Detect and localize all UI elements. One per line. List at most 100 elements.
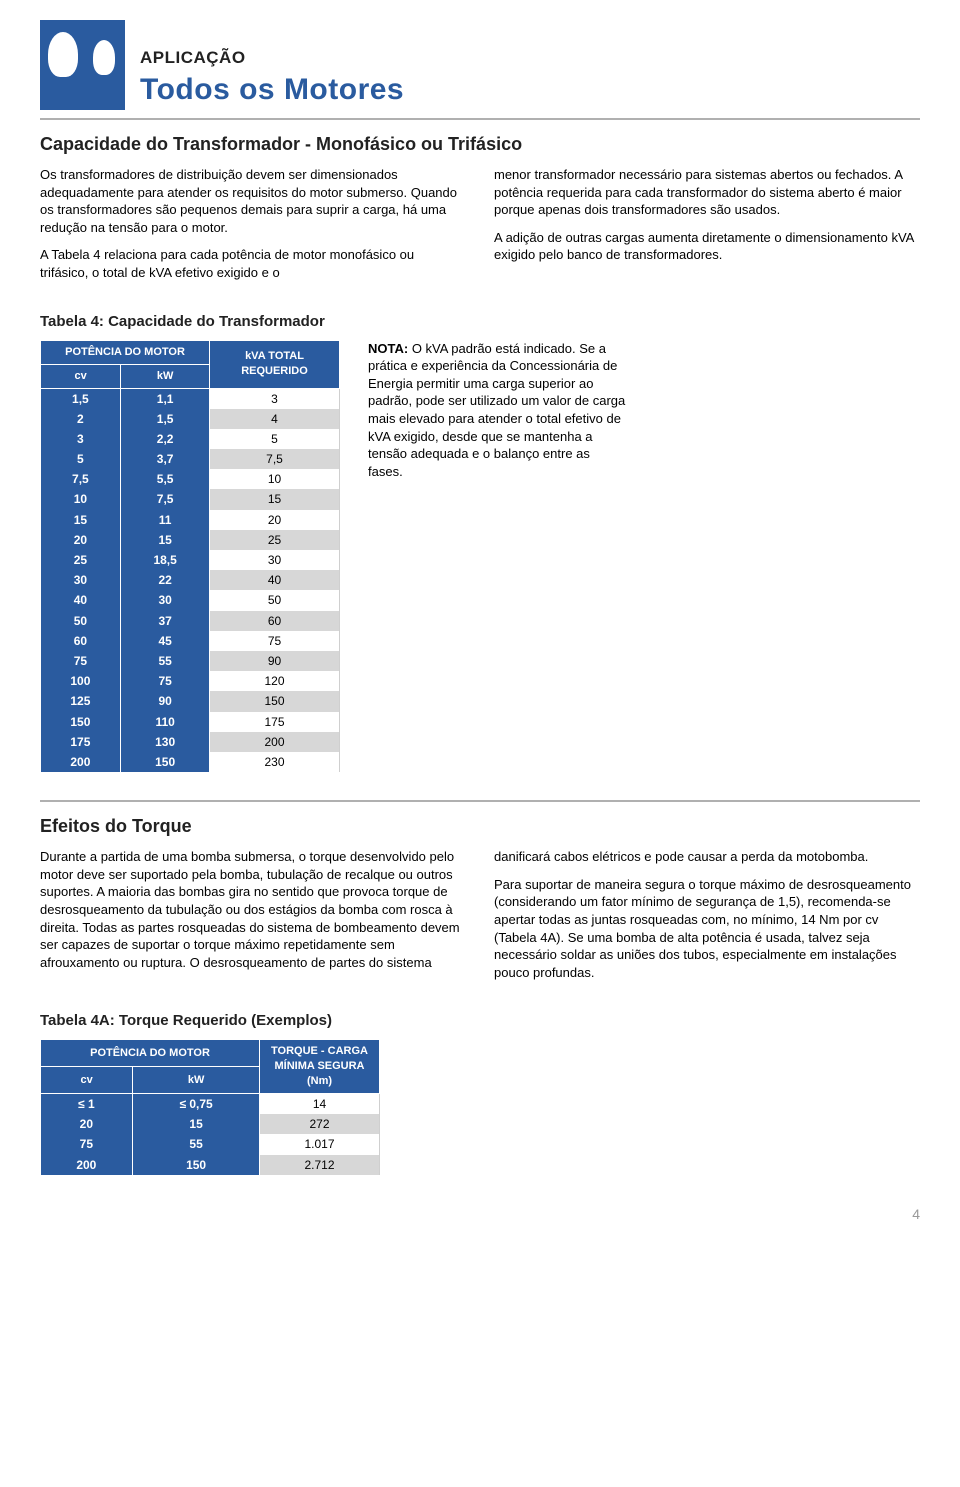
table4-kw: 55 <box>121 651 210 671</box>
table4-kw: 7,5 <box>121 489 210 509</box>
table4-cv: 1,5 <box>41 388 121 409</box>
table4-kva: 7,5 <box>210 449 340 469</box>
table4-kva: 200 <box>210 732 340 752</box>
table4a-cv: 75 <box>41 1134 133 1154</box>
table4-header-kva: kVA TOTAL REQUERIDO <box>210 340 340 388</box>
section2-left: Durante a partida de uma bomba submersa,… <box>40 848 466 991</box>
section2-left-p1: Durante a partida de uma bomba submersa,… <box>40 848 466 971</box>
table-row: 10075120 <box>41 671 340 691</box>
table-row: 12590150 <box>41 691 340 711</box>
table4-kva: 175 <box>210 712 340 732</box>
section2-right-p2: Para suportar de maneira segura o torque… <box>494 876 920 981</box>
table4-kw: 130 <box>121 732 210 752</box>
table4a-kw: 55 <box>133 1134 260 1154</box>
divider <box>40 118 920 120</box>
table4a-torque: 1.017 <box>260 1134 380 1154</box>
table-row: 2015272 <box>41 1114 380 1134</box>
table4a-kw: 15 <box>133 1114 260 1134</box>
table-row: 2518,530 <box>41 550 340 570</box>
table4a-torque: 14 <box>260 1093 380 1114</box>
table4-kw: 30 <box>121 590 210 610</box>
table4-kva: 3 <box>210 388 340 409</box>
table4-cv: 30 <box>41 570 121 590</box>
table4-kw: 37 <box>121 611 210 631</box>
table4-kva: 4 <box>210 409 340 429</box>
table-row: 107,515 <box>41 489 340 509</box>
table4-kw: 90 <box>121 691 210 711</box>
table4-cv: 25 <box>41 550 121 570</box>
table4-kva: 90 <box>210 651 340 671</box>
table4a-cv: 200 <box>41 1155 133 1175</box>
table4-kva: 40 <box>210 570 340 590</box>
table4-kva: 30 <box>210 550 340 570</box>
table-row: 1,51,13 <box>41 388 340 409</box>
table4-cv: 200 <box>41 752 121 772</box>
table-row: 604575 <box>41 631 340 651</box>
app-label: APLICAÇÃO <box>140 47 404 70</box>
logo-icon <box>40 20 125 110</box>
table4-kva: 20 <box>210 510 340 530</box>
table4a-cv: ≤ 1 <box>41 1093 133 1114</box>
table4-kva: 15 <box>210 489 340 509</box>
table4-cv: 2 <box>41 409 121 429</box>
table4-kw: 2,2 <box>121 429 210 449</box>
table-row: 75551.017 <box>41 1134 380 1154</box>
table4-kw: 150 <box>121 752 210 772</box>
table4a-col-kw: kW <box>133 1067 260 1094</box>
table4-kva: 50 <box>210 590 340 610</box>
table4: POTÊNCIA DO MOTOR kVA TOTAL REQUERIDO cv… <box>40 340 340 772</box>
table4a: POTÊNCIA DO MOTOR TORQUE - CARGA MÍNIMA … <box>40 1039 380 1174</box>
table4-cv: 3 <box>41 429 121 449</box>
table-row: 403050 <box>41 590 340 610</box>
table4a-header-torque: TORQUE - CARGA MÍNIMA SEGURA (Nm) <box>260 1040 380 1094</box>
table4-note-label: NOTA: <box>368 341 408 356</box>
table4-col-cv: cv <box>41 364 121 388</box>
table-row: 53,77,5 <box>41 449 340 469</box>
table-row: 32,25 <box>41 429 340 449</box>
table4-cv: 60 <box>41 631 121 651</box>
table4a-torque: 272 <box>260 1114 380 1134</box>
table4-cv: 20 <box>41 530 121 550</box>
table4-kw: 75 <box>121 671 210 691</box>
table4-kva: 10 <box>210 469 340 489</box>
section1-right-p1: menor transformador necessário para sist… <box>494 166 920 219</box>
table4-title: Tabela 4: Capacidade do Transformador <box>40 312 920 332</box>
section2-body: Durante a partida de uma bomba submersa,… <box>40 848 920 991</box>
section1-left: Os transformadores de distribuição devem… <box>40 166 466 291</box>
table4a-kw: 150 <box>133 1155 260 1175</box>
table4-kw: 5,5 <box>121 469 210 489</box>
table4-kva: 25 <box>210 530 340 550</box>
table4-cv: 5 <box>41 449 121 469</box>
table-row: 302240 <box>41 570 340 590</box>
page-number: 4 <box>40 1205 920 1224</box>
table4-kw: 11 <box>121 510 210 530</box>
table4-kw: 15 <box>121 530 210 550</box>
table4-note-text: O kVA padrão está indicado. Se a prática… <box>368 341 625 479</box>
section1-body: Os transformadores de distribuição devem… <box>40 166 920 291</box>
table4-row: POTÊNCIA DO MOTOR kVA TOTAL REQUERIDO cv… <box>40 340 920 772</box>
section2-title: Efeitos do Torque <box>40 814 920 838</box>
table-row: 755590 <box>41 651 340 671</box>
table4-cv: 175 <box>41 732 121 752</box>
header-text: APLICAÇÃO Todos os Motores <box>140 47 404 110</box>
table4-cv: 125 <box>41 691 121 711</box>
table4a-kw: ≤ 0,75 <box>133 1093 260 1114</box>
table4a-title: Tabela 4A: Torque Requerido (Exemplos) <box>40 1011 920 1031</box>
table4-kw: 1,1 <box>121 388 210 409</box>
page-header: APLICAÇÃO Todos os Motores <box>40 20 920 110</box>
section2-right: danificará cabos elétricos e pode causar… <box>494 848 920 991</box>
table4-kw: 22 <box>121 570 210 590</box>
table4-kw: 110 <box>121 712 210 732</box>
table4-kva: 150 <box>210 691 340 711</box>
table4-header-group: POTÊNCIA DO MOTOR <box>41 340 210 364</box>
table4-kva: 230 <box>210 752 340 772</box>
table4-kw: 45 <box>121 631 210 651</box>
section1-title: Capacidade do Transformador - Monofásico… <box>40 132 920 156</box>
table4-kva: 5 <box>210 429 340 449</box>
table-row: 201525 <box>41 530 340 550</box>
table4-cv: 7,5 <box>41 469 121 489</box>
table-row: 150110175 <box>41 712 340 732</box>
section1-left-p1: Os transformadores de distribuição devem… <box>40 166 466 236</box>
table-row: 21,54 <box>41 409 340 429</box>
table4-cv: 100 <box>41 671 121 691</box>
